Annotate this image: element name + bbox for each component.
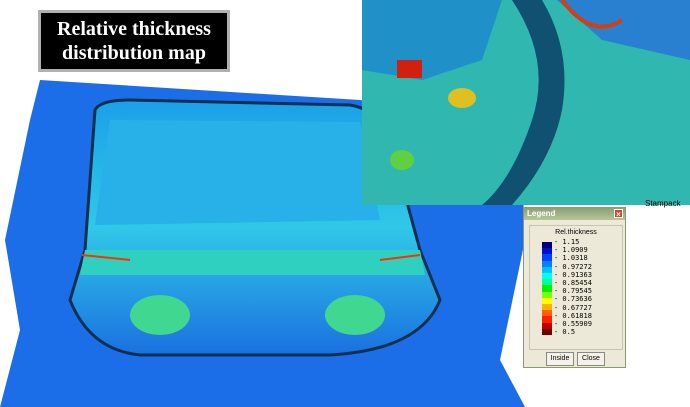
legend-color-band <box>542 248 552 255</box>
legend-color-band <box>542 242 552 249</box>
legend-tick-label: - 1.0318 <box>554 254 588 263</box>
legend-tick-label: - 0.5 <box>554 328 576 337</box>
legend-tick-label: - 0.55909 <box>554 320 592 328</box>
zoomed-detail-inset <box>362 0 690 205</box>
legend-color-band <box>542 285 552 292</box>
legend-color-band <box>542 316 552 323</box>
close-icon[interactable]: × <box>614 209 623 219</box>
legend-color-band <box>542 291 552 298</box>
close-button[interactable]: Close <box>577 352 605 366</box>
legend-color-band <box>542 328 552 336</box>
legend-color-band <box>542 279 552 286</box>
legend-color-band <box>542 273 552 280</box>
title-line-2: distribution map <box>62 42 206 64</box>
legend-color-band <box>542 310 552 317</box>
legend-tick-label: - 0.85454 <box>554 279 592 287</box>
legend-window: Legend × Rel.thickness - 1.15- 1.0909- 1.… <box>523 207 626 368</box>
inside-button[interactable]: Inside <box>546 352 574 366</box>
stampack-credit: Stampack <box>645 199 681 208</box>
legend-window-title: Legend <box>527 209 556 218</box>
legend-panel: Rel.thickness - 1.15- 1.0909- 1.0318- 0.… <box>529 225 623 350</box>
legend-tick-label: - 1.15 <box>554 238 580 246</box>
title-line-1: Relative thickness <box>57 18 211 40</box>
legend-heading: Rel.thickness <box>555 229 597 236</box>
legend-tick-label: - 0.73636 <box>554 295 592 304</box>
legend-color-band <box>542 304 552 311</box>
legend-color-band <box>542 260 552 267</box>
figure-title: Relative thickness distribution map <box>38 10 230 72</box>
legend-tick-label: - 0.91363 <box>554 270 592 279</box>
legend-titlebar[interactable]: Legend × <box>524 208 625 220</box>
legend-color-band <box>542 322 552 329</box>
legend-tick-label: - 0.61818 <box>554 311 592 320</box>
legend-tick-label: - 1.0909 <box>554 246 588 255</box>
legend-color-band <box>542 297 552 305</box>
legend-tick-label: - 0.97272 <box>554 262 592 271</box>
legend-tick-label: - 0.67727 <box>554 303 592 312</box>
legend-tick-label: - 0.79545 <box>554 287 592 296</box>
legend-color-band <box>542 266 552 274</box>
legend-color-band <box>542 254 552 261</box>
